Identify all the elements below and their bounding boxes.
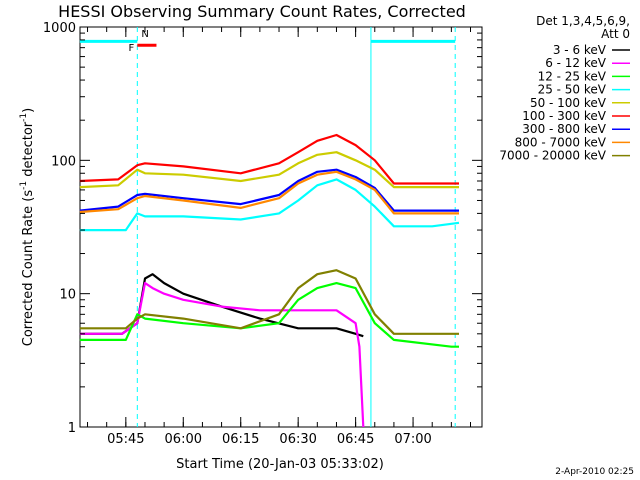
series-100-300-kev: [79, 133, 459, 185]
annotations: FN: [79, 27, 456, 427]
series-50-100-kev: [79, 151, 459, 189]
y-axis-label: Corrected Count Rate (s-1 detector-1): [19, 108, 36, 346]
x-tick-label: 06:00: [165, 432, 202, 447]
legend-label: 50 - 100 keV: [530, 96, 607, 110]
series-layer: [79, 133, 460, 428]
y-axis-label-part: detector: [21, 121, 36, 181]
y-axis-label-part: Corrected Count Rate (s: [21, 190, 36, 347]
legend-header-line-1: Det 1,3,4,5,6,9,: [536, 14, 630, 28]
legend-header-line-2: Att 0: [601, 27, 630, 41]
flare-flag-label: F: [129, 43, 135, 54]
x-tick-label: 07:00: [394, 432, 431, 447]
series-12-25-kev: [79, 282, 459, 348]
y-ticks: 1 10 100 1000: [43, 21, 482, 436]
night-flag-label: N: [141, 29, 148, 40]
plot-area: FN 05:45 06:00 06:15 06:30 06:45 07:00 1 10 100…: [43, 21, 483, 447]
plot-frame: [79, 26, 483, 428]
chart-title: HESSI Observing Summary Count Rates, Cor…: [58, 2, 466, 21]
x-tick-label: 05:45: [107, 432, 144, 447]
x-tick-label: 06:30: [279, 432, 316, 447]
legend-label: 100 - 300 keV: [522, 109, 606, 123]
legend-label: 7000 - 20000 keV: [499, 149, 606, 163]
y-tick-label: 1000: [43, 21, 76, 36]
x-axis-label: Start Time (20-Jan-03 05:33:02): [176, 457, 384, 472]
legend-label: 6 - 12 keV: [545, 56, 607, 70]
y-tick-label: 100: [51, 154, 76, 169]
legend-label: 800 - 7000 keV: [515, 135, 607, 149]
y-axis-label-part: ): [21, 108, 36, 113]
x-tick-label: 06:15: [222, 432, 259, 447]
y-axis-label-sup: -1: [19, 181, 29, 190]
y-tick-label: 1: [68, 421, 76, 436]
legend-label: 300 - 800 keV: [522, 122, 606, 136]
legend-label: 12 - 25 keV: [538, 69, 607, 83]
x-ticks: 05:45 06:00 06:15 06:30 06:45 07:00: [87, 27, 472, 447]
legend-label: 3 - 6 keV: [553, 43, 607, 57]
series-300-800-kev: [79, 168, 459, 212]
x-tick-label: 06:45: [337, 432, 374, 447]
y-axis-label-sup: -1: [19, 113, 29, 122]
legend-label: 25 - 50 keV: [538, 83, 607, 97]
y-tick-label: 10: [59, 288, 76, 303]
timestamp: 2-Apr-2010 02:25: [555, 467, 634, 477]
series-6-12-kev: [79, 282, 365, 428]
series-25-50-kev: [79, 178, 460, 232]
series-7000-20000-kev: [79, 269, 459, 335]
series-800-7000-kev: [79, 170, 459, 215]
